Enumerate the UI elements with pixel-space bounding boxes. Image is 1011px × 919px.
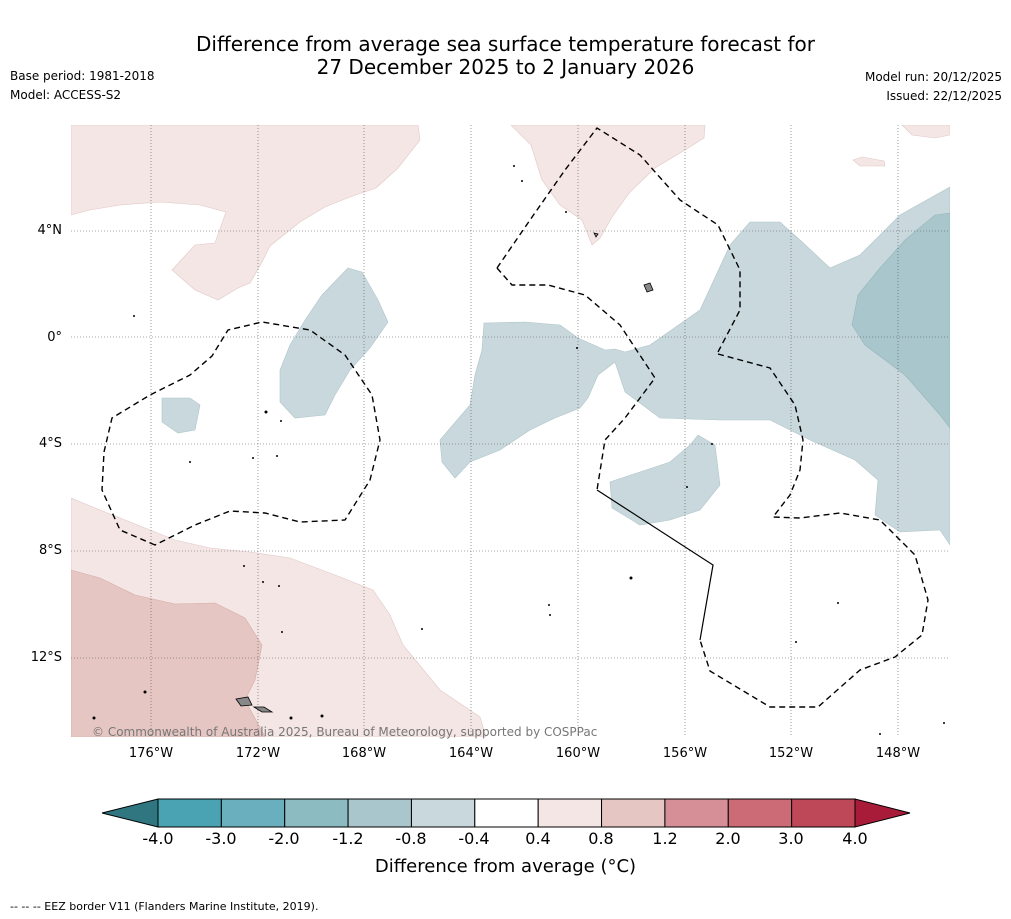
island-atoll-1 <box>643 282 654 293</box>
eez-border-north-lower <box>496 267 656 491</box>
lat-label-4n: 4°N <box>37 223 63 238</box>
cb-tick-label: -1.2 <box>332 829 364 848</box>
cool-anomaly-central <box>439 186 950 546</box>
colorbar-segment <box>284 798 349 828</box>
model-run: Model run: 20/12/2025 <box>864 70 1002 84</box>
colorbar-segment <box>727 798 793 828</box>
cb-tick-label: -3.0 <box>205 829 237 848</box>
eez-border-west <box>101 321 381 546</box>
model-name: Model: ACCESS-S2 <box>10 88 122 102</box>
warm-anomaly-islet <box>852 156 886 167</box>
cool-anomaly-strong-east <box>851 212 950 429</box>
colorbar-segments <box>157 798 856 828</box>
colorbar-segment <box>474 798 539 828</box>
eez-border-east <box>699 353 929 708</box>
base-period: Base period: 1981-2018 <box>10 69 155 83</box>
warm-anomaly-strong-south-west <box>71 569 266 737</box>
lat-label-8s: 8°S <box>38 543 62 558</box>
colorbar-segment <box>601 798 666 828</box>
colorbar-segment <box>410 798 476 828</box>
colorbar-label: Difference from average (°C) <box>374 856 637 877</box>
lon-label-168w: 168°W <box>341 746 387 761</box>
colorbar-under-arrow <box>101 798 159 828</box>
title-line-2: 27 December 2025 to 2 January 2026 <box>316 55 695 79</box>
cb-tick-label: 3.0 <box>778 829 804 848</box>
lat-label-4s: 4°S <box>38 436 62 451</box>
cb-tick-label: 4.0 <box>842 829 868 848</box>
lon-label-152w: 152°W <box>768 746 814 761</box>
copyright-notice: © Commonwealth of Australia 2025, Bureau… <box>92 725 598 739</box>
colorbar-over-arrow <box>854 798 911 828</box>
eez-border-north <box>496 127 741 353</box>
lat-label-12s: 12°S <box>30 650 62 665</box>
colorbar-segment <box>791 798 856 828</box>
small-islets <box>92 165 945 735</box>
lon-label-176w: 176°W <box>128 746 174 761</box>
cb-tick-label: -0.8 <box>395 829 427 848</box>
colorbar-segment <box>347 798 412 828</box>
colorbar-segment <box>157 798 222 828</box>
cool-anomaly-south-central <box>609 434 721 526</box>
cool-anomaly-central-west <box>279 267 389 419</box>
cb-tick-label: -4.0 <box>142 829 174 848</box>
lon-label-156w: 156°W <box>662 746 708 761</box>
warm-anomaly-north-west <box>71 125 421 301</box>
cb-tick-label: 0.4 <box>525 829 551 848</box>
eez-boundary-solid <box>596 489 714 641</box>
cb-tick-label: 0.8 <box>588 829 614 848</box>
title-line-1: Difference from average sea surface temp… <box>195 32 815 56</box>
eez-footnote: -- -- -- EEZ border V11 (Flanders Marine… <box>10 900 319 913</box>
lat-label-0: 0° <box>47 330 62 345</box>
lon-label-160w: 160°W <box>555 746 601 761</box>
lon-label-148w: 148°W <box>875 746 921 761</box>
island-atoll-2 <box>593 232 599 238</box>
colorbar-segment <box>220 798 286 828</box>
cb-tick-label: -2.0 <box>268 829 300 848</box>
cool-anomaly-small-west <box>161 397 201 434</box>
colorbar <box>101 798 911 828</box>
island-samoa-upolu <box>235 696 253 707</box>
cb-tick-label: 2.0 <box>715 829 741 848</box>
colorbar-segment <box>537 798 603 828</box>
cb-tick-label: 1.2 <box>652 829 678 848</box>
lon-label-164w: 164°W <box>448 746 494 761</box>
warm-anomaly-north-east <box>901 125 950 139</box>
colorbar-segment <box>664 798 729 828</box>
island-samoa-savaii <box>252 706 274 713</box>
islands <box>235 232 654 713</box>
cb-tick-label: -0.4 <box>458 829 490 848</box>
lon-label-172w: 172°W <box>235 746 281 761</box>
issued-date: Issued: 22/12/2025 <box>886 89 1002 103</box>
warm-anomaly-north-central <box>510 125 706 246</box>
